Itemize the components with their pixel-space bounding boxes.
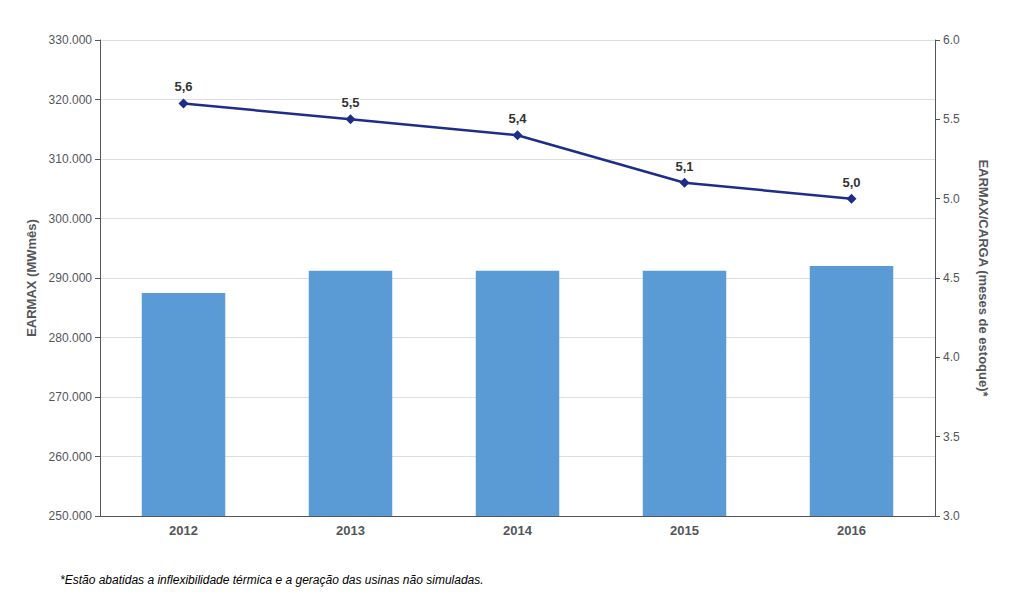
svg-text:5,0: 5,0 [842, 175, 860, 190]
svg-text:5,4: 5,4 [508, 111, 527, 126]
svg-text:2013: 2013 [336, 523, 365, 538]
svg-text:*Estão abatidas a inflexibilid: *Estão abatidas a inflexibilidade térmic… [60, 573, 484, 587]
svg-text:2014: 2014 [503, 523, 533, 538]
svg-text:300.000: 300.000 [49, 212, 93, 226]
svg-text:270.000: 270.000 [49, 390, 93, 404]
svg-text:2012: 2012 [169, 523, 198, 538]
svg-text:250.000: 250.000 [49, 509, 93, 523]
svg-text:2016: 2016 [837, 523, 866, 538]
svg-text:6.0: 6.0 [943, 33, 960, 47]
svg-text:260.000: 260.000 [49, 450, 93, 464]
svg-text:2015: 2015 [670, 523, 699, 538]
svg-text:5.0: 5.0 [943, 192, 960, 206]
svg-text:320.000: 320.000 [49, 93, 93, 107]
svg-text:5,5: 5,5 [341, 95, 359, 110]
svg-text:EARMAX (MWmês): EARMAX (MWmês) [24, 219, 39, 337]
svg-text:3.5: 3.5 [943, 430, 960, 444]
svg-text:EARMAX/CARGA (meses de estoque: EARMAX/CARGA (meses de estoque)* [976, 159, 991, 397]
svg-text:290.000: 290.000 [49, 271, 93, 285]
svg-text:3.0: 3.0 [943, 509, 960, 523]
svg-text:5,1: 5,1 [675, 159, 693, 174]
svg-text:310.000: 310.000 [49, 152, 93, 166]
svg-text:280.000: 280.000 [49, 331, 93, 345]
svg-text:4.0: 4.0 [943, 350, 960, 364]
svg-text:5.5: 5.5 [943, 112, 960, 126]
svg-text:4.5: 4.5 [943, 271, 960, 285]
svg-text:330.000: 330.000 [49, 33, 93, 47]
svg-text:5,6: 5,6 [174, 79, 192, 94]
